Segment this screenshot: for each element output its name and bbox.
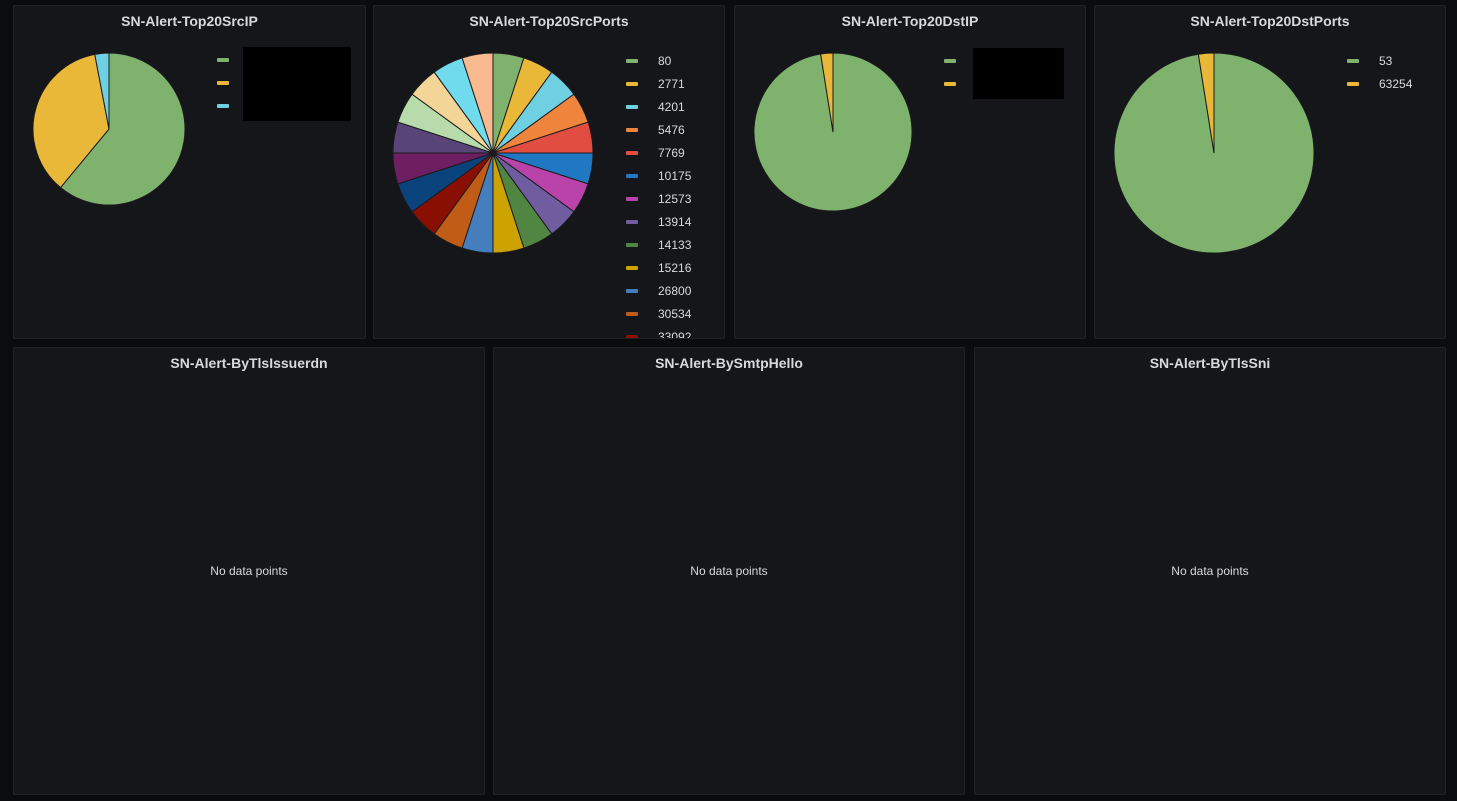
legend-swatch [626, 334, 638, 338]
legend-item[interactable] [217, 94, 249, 117]
legend-label: 33092 [658, 329, 692, 339]
panel-title[interactable]: SN-Alert-ByTlsIssuerdn [170, 355, 328, 371]
legend-item[interactable]: 7769 [626, 141, 691, 164]
legend-swatch [626, 173, 638, 178]
legend-swatch [626, 81, 638, 86]
legend-swatch [1347, 81, 1359, 86]
legend-swatch [217, 57, 229, 62]
legend-swatch [626, 265, 638, 270]
legend-swatch [626, 150, 638, 155]
legend-item[interactable] [944, 72, 976, 95]
panel-top20-dst-ports[interactable]: SN-Alert-Top20DstPorts 53 63254 [1094, 5, 1446, 339]
legend-item[interactable]: 2771 [626, 72, 691, 95]
legend-item[interactable] [944, 49, 976, 72]
legend-item[interactable]: 5476 [626, 118, 691, 141]
legend-item[interactable]: 30534 [626, 302, 691, 325]
pie-chart[interactable] [753, 52, 913, 212]
legend-label: 30534 [658, 306, 692, 321]
redacted-legend-block [973, 48, 1064, 99]
panel-by-tls-sni[interactable]: SN-Alert-ByTlsSni No data points [974, 347, 1446, 795]
legend-label: 4201 [658, 99, 685, 114]
panel-top20-dst-ip[interactable]: SN-Alert-Top20DstIP [734, 5, 1086, 339]
redacted-legend-block [243, 47, 351, 121]
legend-label: 63254 [1379, 76, 1413, 91]
legend-swatch [626, 196, 638, 201]
panel-title[interactable]: SN-Alert-Top20DstPorts [1190, 13, 1350, 29]
legend-swatch [944, 81, 956, 86]
legend-item[interactable] [217, 71, 249, 94]
legend [944, 49, 976, 95]
legend [217, 48, 249, 117]
no-data-message: No data points [1171, 564, 1249, 578]
legend-item[interactable]: 4201 [626, 95, 691, 118]
panel-top20-src-ip[interactable]: SN-Alert-Top20SrcIP [13, 5, 366, 339]
legend-label: 26800 [658, 283, 692, 298]
legend-label: 15216 [658, 260, 692, 275]
panel-title[interactable]: SN-Alert-Top20SrcPorts [469, 13, 629, 29]
pie-chart[interactable] [1113, 52, 1315, 254]
pie-slice[interactable] [32, 53, 110, 189]
legend-label: 13914 [658, 214, 692, 229]
legend-swatch [626, 219, 638, 224]
legend-label: 5476 [658, 122, 685, 137]
legend-label: 2771 [658, 76, 685, 91]
legend-label: 80 [658, 53, 672, 68]
panel-title[interactable]: SN-Alert-Top20SrcIP [121, 13, 258, 29]
legend: 80 2771 4201 5476 7769 10175 12573 13914 14133 15… [626, 49, 692, 339]
legend-swatch [626, 127, 638, 132]
legend-item[interactable]: 26800 [626, 279, 691, 302]
legend-swatch [626, 311, 638, 316]
panel-by-smtp-hello[interactable]: SN-Alert-BySmtpHello No data points [493, 347, 965, 795]
legend-item[interactable]: 80 [626, 49, 691, 72]
legend-item[interactable]: 12573 [626, 187, 691, 210]
pie-slice[interactable] [820, 52, 834, 133]
panel-top20-src-ports[interactable]: SN-Alert-Top20SrcPorts 80 2771 4201 5476 776… [373, 5, 725, 339]
pie-chart[interactable] [392, 52, 594, 254]
legend-swatch [626, 58, 638, 63]
legend-label: 7769 [658, 145, 685, 160]
legend-swatch [217, 80, 229, 85]
panel-title[interactable]: SN-Alert-BySmtpHello [655, 355, 803, 371]
legend-item[interactable]: 15216 [626, 256, 691, 279]
legend-swatch [626, 242, 638, 247]
pie-slice[interactable] [1197, 52, 1215, 154]
legend-item[interactable]: 13914 [626, 210, 691, 233]
panel-title[interactable]: SN-Alert-Top20DstIP [841, 13, 979, 29]
legend-label: 14133 [658, 237, 692, 252]
panel-by-tls-issuerdn[interactable]: SN-Alert-ByTlsIssuerdn No data points [13, 347, 485, 795]
legend-item[interactable]: 14133 [626, 233, 691, 256]
legend-label: 12573 [658, 191, 692, 206]
legend-item[interactable]: 63254 [1347, 72, 1412, 95]
legend-item[interactable]: 10175 [626, 164, 691, 187]
legend: 53 63254 [1347, 49, 1412, 95]
legend-swatch [217, 103, 229, 108]
no-data-message: No data points [210, 564, 288, 578]
legend-swatch [626, 288, 638, 293]
legend-label: 10175 [658, 168, 692, 183]
legend-swatch [626, 104, 638, 109]
legend-item[interactable]: 53 [1347, 49, 1412, 72]
pie-slice[interactable] [59, 52, 186, 206]
pie-chart[interactable] [32, 52, 186, 206]
pie-slice[interactable] [461, 52, 494, 154]
legend-swatch [1347, 58, 1359, 63]
legend-label: 53 [1379, 53, 1393, 68]
panel-title[interactable]: SN-Alert-ByTlsSni [1149, 355, 1271, 371]
legend-item[interactable]: 33092 [626, 325, 692, 339]
legend-swatch [944, 58, 956, 63]
pie-slice[interactable] [94, 52, 110, 130]
legend-item[interactable] [217, 48, 249, 71]
no-data-message: No data points [690, 564, 768, 578]
